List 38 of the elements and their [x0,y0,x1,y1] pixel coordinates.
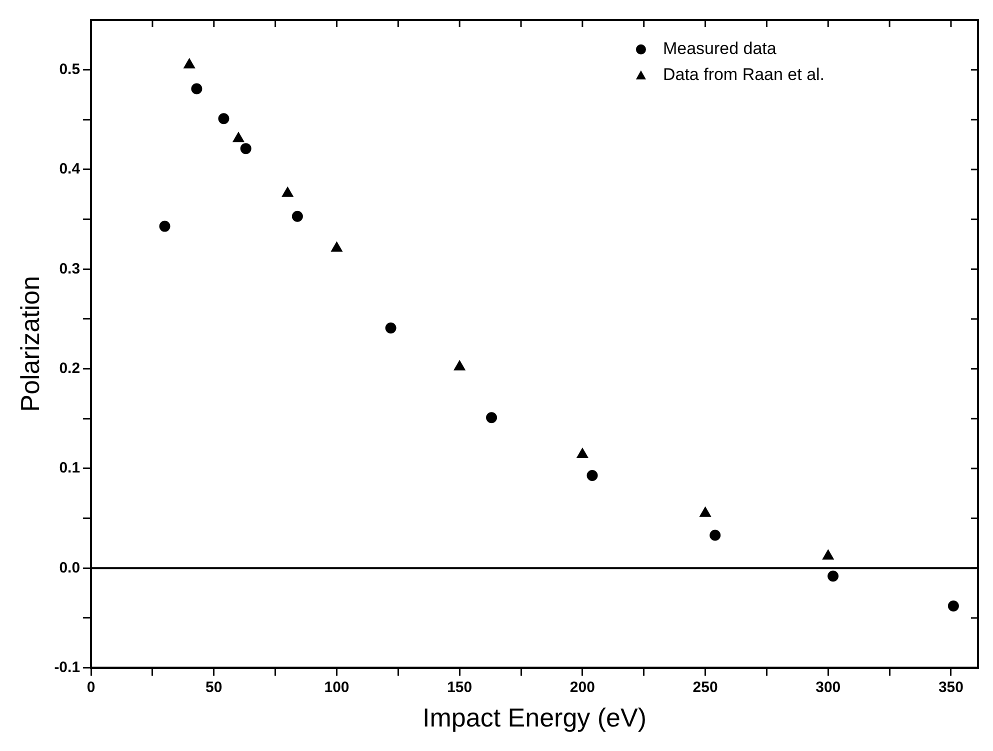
point [292,210,303,222]
point [331,242,342,252]
x-tick-label: 350 [938,678,964,696]
x-axis-title: Impact Energy (eV) [422,702,647,733]
y-tick-label: 0.2 [59,360,80,377]
x-tick-label: 300 [816,678,841,696]
y-tick-label: 0.1 [59,460,80,477]
y-tick-label: 0.0 [59,559,80,576]
x-tick-label: 0 [86,678,96,696]
y-tick-label: -0.1 [54,658,80,676]
x-tick-label: 50 [206,678,222,696]
point [948,600,959,612]
point [282,186,294,197]
point [576,448,588,458]
point [710,530,721,541]
legend-label: Measured data [662,39,777,58]
x-tick-label: 250 [692,678,718,696]
point [218,113,230,124]
point [232,132,244,142]
x-tick-label: 100 [324,678,350,696]
point [700,506,711,517]
y-tick-label: 0.3 [59,260,80,278]
point [454,360,466,370]
point [159,220,170,232]
point [828,570,839,582]
y-tick-label: 0.5 [59,60,80,78]
y-tick-label: 0.4 [59,160,81,178]
point [191,83,202,94]
x-tick-label: 150 [447,678,472,696]
point [486,412,498,424]
point [586,470,598,481]
point [240,143,252,154]
y-axis-title: Polarization [14,276,45,412]
point [385,322,396,334]
x-tick-label: 200 [570,678,595,696]
point [184,58,196,68]
point [822,550,834,560]
legend-label: Data from Raan et al. [662,65,825,84]
